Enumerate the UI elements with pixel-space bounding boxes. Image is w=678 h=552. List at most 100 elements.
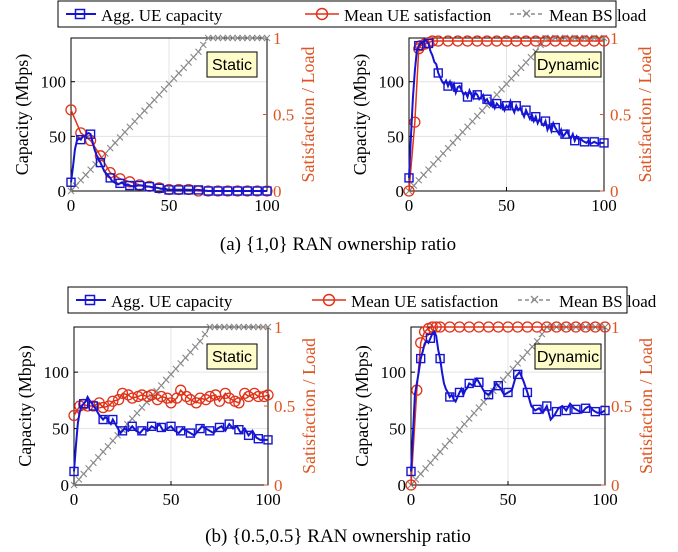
panel-tag-box	[206, 51, 258, 78]
series-marker-load	[254, 323, 262, 331]
x-tick-label: 50	[163, 490, 180, 509]
series-marker-satisfaction	[200, 394, 212, 406]
series-marker-satisfaction	[598, 35, 610, 47]
series-marker-load	[527, 53, 535, 61]
series-marker-capacity	[513, 369, 523, 380]
series-marker-load	[165, 80, 173, 88]
series-marker-load	[258, 34, 266, 42]
panel-tag-label: Static	[212, 57, 252, 74]
series-marker-load	[211, 323, 219, 331]
series-marker-load	[429, 160, 437, 168]
series-marker-load	[199, 41, 207, 49]
series-marker-load	[67, 187, 75, 195]
series-marker-load	[214, 34, 222, 42]
y2-tick-label: 0	[274, 476, 283, 495]
series-marker-capacity	[105, 173, 115, 183]
series-marker-load	[175, 69, 183, 77]
series-marker-load	[80, 470, 88, 478]
series-marker-load	[196, 337, 204, 345]
series-marker-load	[576, 34, 584, 42]
series-marker-load	[190, 53, 197, 61]
series-marker-load	[77, 176, 85, 184]
y2-tick-label: 0	[610, 182, 619, 201]
series-marker-load	[538, 330, 546, 338]
series-marker-load	[253, 34, 261, 42]
y2-tick-label: 0.5	[610, 106, 631, 125]
y2-axis-title: Satisfaction / Load	[298, 47, 318, 183]
series-marker-capacity	[164, 185, 174, 195]
series-marker-capacity	[482, 94, 492, 104]
series-marker-capacity	[242, 186, 253, 196]
legend-label-load: Mean BS load	[559, 292, 657, 311]
series-marker-capacity	[185, 428, 196, 438]
series-marker-load	[185, 59, 192, 66]
x-tick-label: 100	[592, 490, 618, 509]
series-marker-satisfaction	[223, 392, 235, 404]
series-marker-capacity	[474, 377, 484, 387]
legend-label-load: Mean BS load	[549, 6, 647, 25]
series-marker-capacity	[125, 180, 135, 191]
x-tick-label: 50	[161, 196, 178, 215]
series-marker-capacity	[435, 353, 445, 364]
series-marker-capacity	[571, 404, 581, 415]
x-tick-label: 50	[498, 196, 515, 215]
legend-top: Agg. UE capacity Mean UE satisfaction Me…	[57, 0, 647, 28]
series-marker-load	[263, 34, 271, 42]
series-marker-capacity	[234, 425, 244, 435]
y2-tick-label: 0.5	[611, 397, 632, 416]
series-marker-capacity	[414, 40, 424, 51]
legend-label-satisfaction: Mean UE satisfaction	[351, 292, 499, 311]
series-marker-capacity	[156, 422, 167, 433]
series-marker-load	[75, 476, 83, 483]
series-marker-satisfaction	[405, 479, 417, 491]
series-marker-load	[116, 134, 124, 141]
series-marker-capacity	[134, 180, 145, 191]
series-marker-capacity	[542, 401, 552, 411]
series-marker-load	[180, 64, 188, 72]
series-marker-capacity	[590, 406, 600, 417]
series-marker-load	[240, 323, 248, 331]
series-marker-load	[109, 437, 117, 445]
series-marker-load	[172, 365, 180, 373]
series-marker-load	[225, 323, 233, 331]
series-marker-satisfaction	[409, 116, 421, 128]
series-marker-load	[425, 166, 432, 173]
series-marker-load	[439, 150, 447, 157]
series-marker-load	[460, 420, 468, 428]
series-marker-capacity	[243, 430, 254, 441]
series-marker-capacity	[213, 186, 223, 196]
series-marker-load	[503, 80, 510, 88]
series-marker-load	[224, 34, 232, 42]
series-marker-satisfaction	[403, 185, 415, 197]
y-tick-label: 50	[52, 420, 69, 439]
series-marker-load	[133, 409, 141, 417]
series-marker-satisfaction	[65, 104, 77, 116]
series-marker-capacity	[511, 101, 521, 111]
series-marker-capacity	[127, 421, 137, 432]
panel-tag-box	[206, 343, 258, 370]
y-axis-title: Capacity (Mbps)	[350, 54, 371, 175]
series-marker-capacity	[137, 426, 147, 436]
series-marker-capacity	[253, 434, 264, 444]
x-tick-label: 0	[70, 490, 79, 509]
series-marker-load	[187, 348, 194, 356]
series-marker-load	[155, 91, 163, 98]
y-tick-label: 0	[58, 182, 67, 201]
series-marker-load	[436, 448, 444, 456]
series-marker-load	[422, 465, 429, 472]
series-marker-capacity	[501, 101, 512, 111]
series-marker-load	[459, 128, 467, 136]
series-marker-capacity	[78, 399, 89, 409]
series-marker-capacity	[146, 421, 157, 432]
y-axis-title: Capacity (Mbps)	[15, 345, 36, 466]
series-marker-capacity	[88, 401, 99, 411]
series-marker-capacity	[599, 138, 609, 148]
y2-tick-label: 0.5	[274, 397, 295, 416]
series-marker-satisfaction	[599, 321, 611, 333]
series-marker-capacity	[76, 134, 86, 145]
y-tick-label: 100	[379, 73, 405, 92]
y2-tick-label: 0	[611, 476, 620, 495]
